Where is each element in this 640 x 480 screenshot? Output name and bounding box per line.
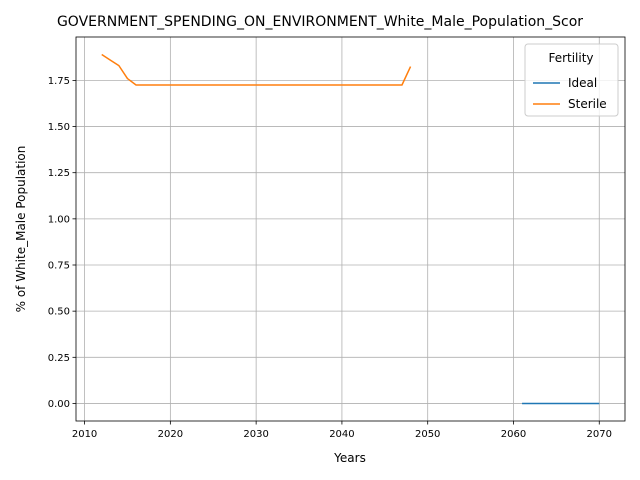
x-tick-label: 2050 — [415, 429, 440, 440]
chart-title: GOVERNMENT_SPENDING_ON_ENVIRONMENT_White… — [57, 14, 583, 30]
y-tick-label: 1.00 — [48, 214, 70, 225]
series-line-sterile — [101, 53, 412, 86]
x-tick-label: 2020 — [158, 429, 183, 440]
y-axis-label: % of White_Male Population — [14, 146, 28, 313]
y-tick-label: 0.25 — [48, 353, 70, 364]
legend: Fertility Ideal Sterile — [524, 43, 619, 117]
y-tick-label: 1.25 — [48, 168, 70, 179]
legend-box — [524, 43, 619, 117]
y-tick-label: 0.00 — [48, 399, 70, 410]
y-axis-ticks: 0.00 0.25 0.50 0.75 1.00 1.25 1.50 1.75 — [48, 76, 76, 410]
x-tick-label: 2070 — [587, 429, 612, 440]
legend-title: Fertility — [548, 51, 593, 65]
y-tick-label: 1.75 — [48, 76, 70, 87]
x-tick-label: 2040 — [329, 429, 354, 440]
series-lines — [101, 53, 600, 405]
y-tick-label: 1.50 — [48, 122, 70, 133]
y-tick-label: 0.75 — [48, 261, 70, 272]
grid — [76, 37, 625, 421]
x-axis-label: Years — [333, 451, 366, 465]
legend-label-sterile: Sterile — [568, 97, 607, 111]
x-axis-ticks: 2010 2020 2030 2040 2050 2060 2070 — [72, 421, 612, 440]
x-tick-label: 2010 — [72, 429, 97, 440]
x-tick-label: 2030 — [243, 429, 268, 440]
x-tick-label: 2060 — [501, 429, 526, 440]
plot-frame — [75, 36, 626, 422]
y-tick-label: 0.50 — [48, 307, 70, 318]
legend-label-ideal: Ideal — [568, 76, 597, 90]
